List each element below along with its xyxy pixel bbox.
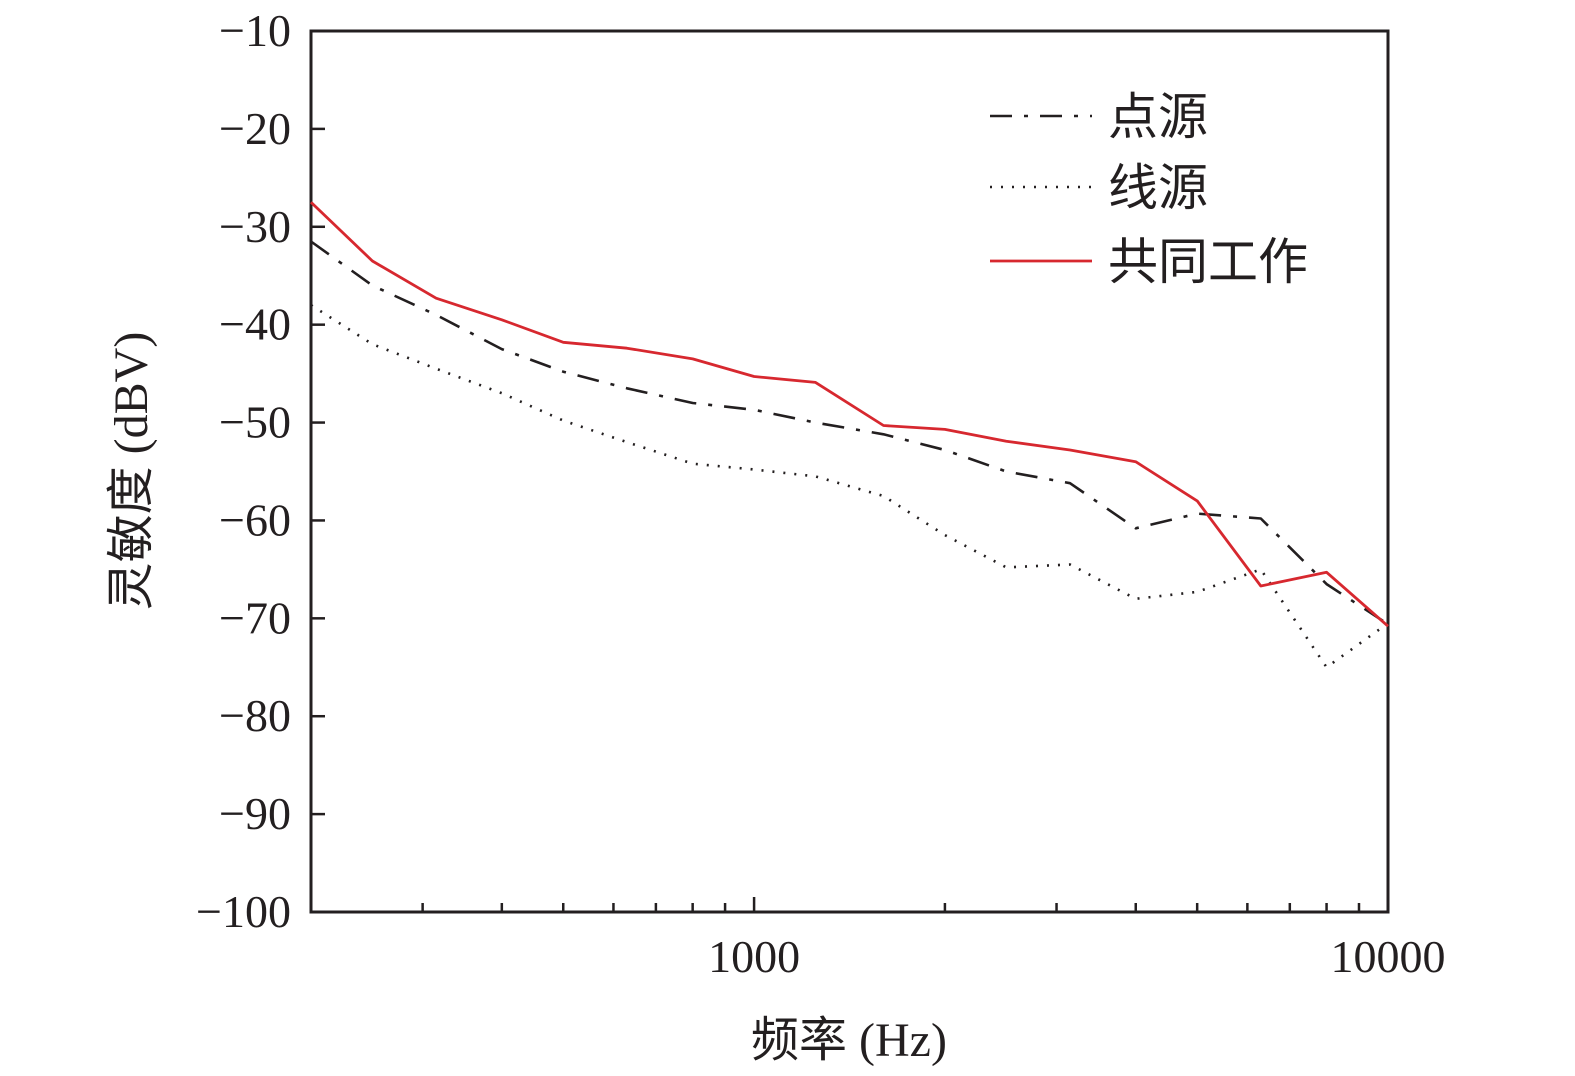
y-tick-label: −80 (219, 690, 291, 741)
x-tick-label: 1000 (708, 931, 800, 982)
series-layer (310, 201, 1389, 669)
legend-label: 点源 (1108, 89, 1208, 145)
y-tick-label: −70 (219, 592, 291, 643)
series-line-2 (310, 201, 1389, 628)
y-tick-label: −50 (219, 397, 291, 448)
y-tick-label: −40 (219, 299, 291, 350)
x-tick-label: 10000 (1331, 931, 1446, 982)
y-axis: −10 −20 −30 −40 −50 −60 −70 −80 −90 −100 (196, 5, 325, 937)
x-axis-title: 频率 (Hz) (751, 1014, 947, 1067)
x-axis: 1000 10000 (421, 897, 1446, 982)
plot-frame (309, 29, 1390, 914)
legend-label: 线源 (1108, 160, 1208, 216)
series-line-0 (310, 240, 1389, 626)
y-tick-label: −10 (219, 5, 291, 56)
y-tick-label: −90 (219, 788, 291, 839)
y-tick-label: −20 (219, 103, 291, 154)
y-tick-label: −100 (196, 886, 291, 937)
y-tick-label: −60 (219, 494, 291, 545)
y-axis-title: 灵敏度 (dBV) (105, 332, 158, 611)
series-line-1 (310, 304, 1389, 669)
legend-label: 共同工作 (1108, 234, 1308, 290)
y-tick-label: −30 (219, 201, 291, 252)
